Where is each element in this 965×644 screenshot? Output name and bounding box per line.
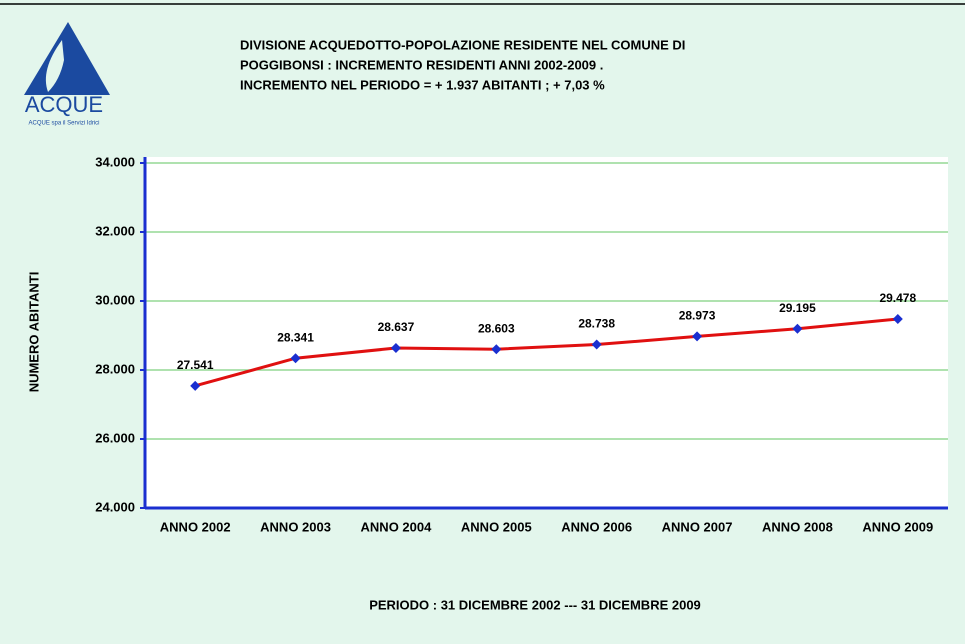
data-line	[194, 317, 898, 388]
data-point	[390, 343, 401, 354]
data-label: 28.341	[277, 330, 314, 344]
logo-tagline: ACQUE spa il Servizi Idrici	[28, 121, 99, 127]
y-tick-label: 26.000	[95, 430, 135, 445]
y-tick-label: 28.000	[95, 361, 135, 376]
x-axis-label: PERIODO : 31 DICEMBRE 2002 --- 31 DICEMB…	[369, 597, 701, 612]
data-label: 28.637	[378, 320, 415, 334]
x-tick-label: ANNO 2004	[361, 519, 433, 534]
chart-title: DIVISIONE ACQUEDOTTO-POPOLAZIONE RESIDEN…	[240, 37, 685, 52]
data-point	[591, 339, 602, 350]
x-tick-label: ANNO 2003	[260, 519, 331, 534]
data-point	[792, 323, 803, 334]
chart-title: INCREMENTO NEL PERIODO = + 1.937 ABITANT…	[240, 77, 605, 92]
data-label: 28.603	[478, 321, 515, 335]
data-label: 29.478	[879, 291, 916, 305]
y-tick-label: 32.000	[95, 223, 135, 238]
chart-title: POGGIBONSI : INCREMENTO RESIDENTI ANNI 2…	[240, 57, 603, 72]
x-tick-label: ANNO 2006	[561, 519, 632, 534]
logo: ACQUE ACQUE spa il Servizi Idrici	[24, 22, 110, 127]
data-label: 28.973	[679, 309, 716, 323]
plot-area	[145, 157, 948, 508]
data-label: 27.541	[177, 358, 214, 372]
data-label: 29.195	[779, 301, 816, 315]
logo-drop	[45, 40, 64, 92]
x-tick-label: ANNO 2002	[160, 519, 231, 534]
data-point	[491, 344, 502, 355]
y-tick-label: 24.000	[95, 499, 135, 514]
data-point	[290, 353, 301, 364]
x-tick-label: ANNO 2007	[662, 519, 733, 534]
logo-triangle	[24, 22, 110, 95]
data-point	[190, 380, 201, 391]
data-label: 28.738	[578, 317, 615, 331]
x-tick-label: ANNO 2008	[762, 519, 833, 534]
logo-name: ACQUE	[25, 92, 103, 117]
y-tick-label: 34.000	[95, 154, 135, 169]
data-point	[892, 314, 903, 325]
x-tick-label: ANNO 2005	[461, 519, 532, 534]
y-axis-label: NUMERO ABITANTI	[26, 272, 41, 393]
y-tick-label: 30.000	[95, 292, 135, 307]
data-point	[692, 331, 703, 342]
x-tick-label: ANNO 2009	[862, 519, 933, 534]
